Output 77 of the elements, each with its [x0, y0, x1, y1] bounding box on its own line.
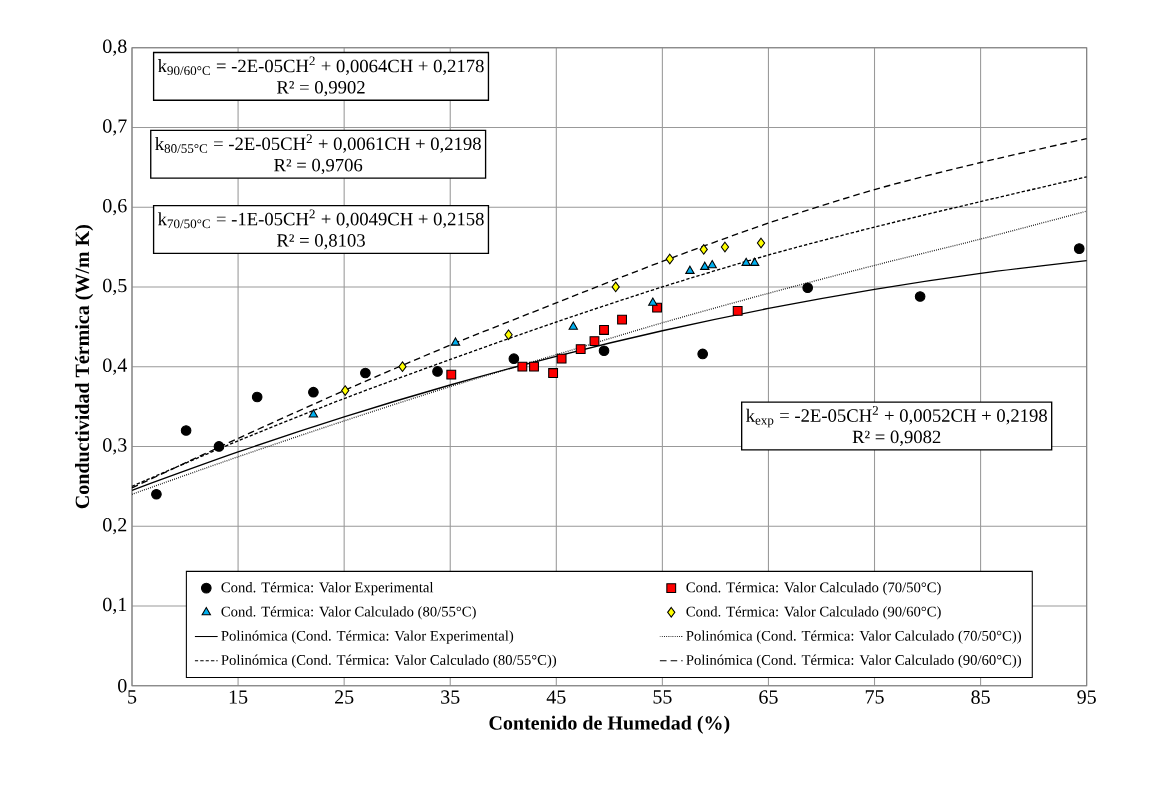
- point: [213, 441, 225, 452]
- point: [611, 281, 620, 293]
- y-tick-label: 0,3: [103, 438, 127, 455]
- x-tick-label: 55: [653, 690, 672, 704]
- point: [450, 337, 461, 346]
- point: [1073, 243, 1085, 255]
- x-tick-label: 75: [865, 690, 884, 704]
- y-tick-label: 0,7: [103, 119, 127, 136]
- point: [756, 237, 766, 249]
- x-tick-label: 5: [128, 690, 137, 704]
- legend-label: Cond. Térmica: Valor Calculado (90/60°C): [686, 606, 941, 620]
- y-tick-label: 0,4: [103, 358, 127, 376]
- point: [732, 306, 743, 316]
- point: [617, 314, 627, 325]
- legend-label: Polinómica (Cond. Térmica: Valor Calculado (90/60°C)): [686, 654, 1021, 669]
- point: [914, 291, 926, 302]
- point: [504, 329, 513, 341]
- point: [598, 345, 610, 357]
- point: [700, 261, 710, 271]
- point: [446, 369, 457, 380]
- x-tick-label: 65: [759, 690, 778, 704]
- legend-label: Polinómica (Cond. Térmica: Valor Calculado (70/50°C)): [686, 630, 1021, 644]
- point: [575, 344, 586, 355]
- point: [720, 241, 730, 253]
- point: [749, 257, 760, 267]
- annotation: k$_{90/60°C}$ = -2E-05CH$^{2}$ + 0,0064CH + 0,2178: [157, 56, 484, 76]
- point: [699, 244, 708, 255]
- x-tick-label: 95: [1077, 690, 1096, 704]
- point: [151, 489, 162, 500]
- point: [308, 409, 319, 418]
- legend-label: Cond. Térmica: Valor Calculado (70/50°C): [686, 582, 941, 596]
- point: [707, 260, 717, 269]
- y-tick-label: 0,2: [103, 518, 127, 535]
- annotation: k$_{80/55°C}$ = -2E-05CH$^{2}$ + 0,0061CH + 0,2198: [155, 134, 481, 154]
- point: [529, 361, 539, 372]
- point: [599, 325, 609, 336]
- annotation: R² = 0,8103: [276, 234, 365, 250]
- point: [556, 353, 567, 364]
- legend-label: Cond. Térmica: Valor Experimental: [221, 582, 434, 596]
- y-tick-label: 0,6: [103, 199, 127, 216]
- point: [360, 367, 371, 379]
- point: [697, 348, 709, 360]
- y-tick-label: 0,8: [103, 39, 127, 57]
- point: [648, 297, 658, 306]
- annotation: R² = 0,9082: [852, 430, 941, 447]
- point: [741, 257, 751, 267]
- point: [341, 385, 350, 397]
- annotation: R² = 0,9706: [274, 159, 363, 175]
- x-tick-label: 25: [335, 690, 354, 704]
- point: [517, 361, 528, 372]
- annotation: k$_{70/50°C}$ = -1E-05CH$^{2}$ + 0,0049CH + 0,2158: [157, 209, 484, 229]
- x-axis-title: Contenido de Humedad (%): [489, 715, 730, 734]
- y-axis-title: Conductividad Térmica (W/m K): [75, 225, 94, 509]
- point: [432, 366, 443, 377]
- point: [308, 387, 319, 398]
- y-tick-label: 0,5: [103, 278, 127, 296]
- y-tick-label: 0,1: [103, 597, 127, 615]
- point: [251, 391, 263, 403]
- annotation: k$_{exp}$ = -2E-05CH$^{2}$ + 0,0052CH + 0,2198: [746, 406, 1047, 428]
- point: [589, 336, 600, 347]
- x-tick-label: 85: [971, 690, 990, 705]
- y-tick-label: 0: [118, 679, 127, 693]
- x-tick-label: 35: [441, 690, 460, 704]
- legend-label: Polinómica (Cond. Térmica: Valor Calculado (80/55°C)): [221, 654, 557, 669]
- annotation: R² = 0,9902: [276, 81, 365, 97]
- legend-label: Polinómica (Cond. Térmica: Valor Experimental): [221, 630, 514, 644]
- x-tick-label: 15: [229, 690, 248, 704]
- x-tick-label: 45: [546, 690, 566, 704]
- point: [802, 282, 814, 294]
- point: [398, 361, 407, 373]
- point: [508, 353, 520, 365]
- point: [665, 253, 674, 265]
- legend-label: Cond. Térmica: Valor Calculado (80/55°C): [221, 606, 476, 620]
- point: [685, 265, 695, 275]
- point: [180, 425, 192, 436]
- point: [548, 368, 559, 379]
- point: [568, 321, 578, 330]
